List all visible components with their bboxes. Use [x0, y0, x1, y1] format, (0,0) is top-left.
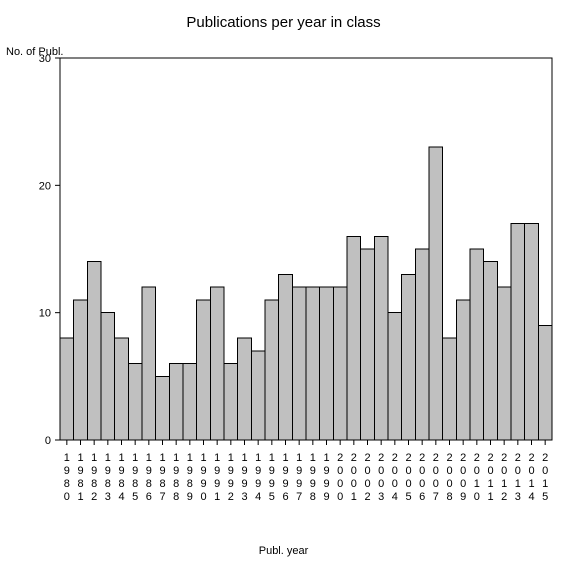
y-axis-label: No. of Publ.	[6, 46, 63, 58]
x-tick-label: 2008	[446, 452, 452, 503]
bar	[128, 364, 142, 440]
bar	[484, 262, 498, 440]
x-tick-label: 1984	[118, 452, 124, 503]
x-tick-label: 1991	[214, 452, 220, 503]
bar	[306, 287, 320, 440]
bar	[101, 313, 115, 440]
x-tick-label: 1995	[269, 452, 275, 503]
bar	[87, 262, 101, 440]
x-tick-label: 2012	[501, 452, 507, 503]
x-tick-label: 2000	[337, 452, 343, 503]
x-tick-label: 1985	[132, 452, 138, 503]
x-tick-label: 2003	[378, 452, 384, 503]
x-tick-label: 1993	[241, 452, 247, 503]
bar	[142, 287, 156, 440]
bar	[456, 300, 470, 440]
bar	[538, 325, 552, 440]
bar	[169, 364, 183, 440]
bar	[320, 287, 334, 440]
x-tick-label: 1983	[105, 452, 111, 503]
bar	[210, 287, 224, 440]
bar	[197, 300, 211, 440]
x-tick-label: 1987	[159, 452, 165, 503]
x-tick-label: 2006	[419, 452, 425, 503]
x-tick-label: 2014	[528, 452, 534, 503]
x-tick-label: 1982	[91, 452, 97, 503]
y-tick-label: 10	[39, 308, 51, 320]
chart-title: Publications per year in class	[0, 14, 567, 31]
chart-plot-area: 0102030198019811982198319841985198619871…	[0, 0, 567, 567]
bar	[497, 287, 511, 440]
x-tick-label: 1986	[146, 452, 152, 503]
x-tick-label: 1997	[296, 452, 302, 503]
bar	[292, 287, 306, 440]
x-tick-label: 2002	[364, 452, 370, 503]
chart-container: Publications per year in class No. of Pu…	[0, 0, 567, 567]
x-tick-label: 2005	[405, 452, 411, 503]
x-tick-label: 1990	[200, 452, 206, 503]
bar	[470, 249, 484, 440]
bar	[415, 249, 429, 440]
bar	[525, 224, 539, 440]
x-tick-label: 1981	[77, 452, 83, 503]
bar	[429, 147, 443, 440]
x-tick-label: 1989	[187, 452, 193, 503]
x-tick-label: 2011	[487, 452, 493, 503]
x-tick-label: 1999	[323, 452, 329, 503]
bar	[443, 338, 457, 440]
x-tick-label: 2010	[474, 452, 480, 503]
bar	[402, 274, 416, 440]
x-tick-label: 2013	[515, 452, 521, 503]
bar	[60, 338, 74, 440]
x-tick-label: 1994	[255, 452, 261, 503]
bar	[156, 376, 170, 440]
bar	[333, 287, 347, 440]
x-tick-label: 1988	[173, 452, 179, 503]
bar	[511, 224, 525, 440]
y-tick-label: 0	[45, 435, 51, 447]
x-tick-label: 1998	[310, 452, 316, 503]
x-tick-label: 2007	[433, 452, 439, 503]
bar	[265, 300, 279, 440]
x-axis-label: Publ. year	[0, 545, 567, 557]
bar	[251, 351, 265, 440]
x-tick-label: 2009	[460, 452, 466, 503]
bar	[238, 338, 252, 440]
x-tick-label: 1996	[282, 452, 288, 503]
bar	[347, 236, 361, 440]
bar	[374, 236, 388, 440]
x-tick-label: 2004	[392, 452, 398, 503]
bar	[74, 300, 88, 440]
x-tick-label: 1992	[228, 452, 234, 503]
bar	[361, 249, 375, 440]
bar	[279, 274, 293, 440]
bar	[224, 364, 238, 440]
bar	[115, 338, 129, 440]
x-tick-label: 2001	[351, 452, 357, 503]
x-tick-label: 1980	[64, 452, 70, 503]
bar	[183, 364, 197, 440]
x-tick-label: 2015	[542, 452, 548, 503]
bar	[388, 313, 402, 440]
y-tick-label: 20	[39, 180, 51, 192]
